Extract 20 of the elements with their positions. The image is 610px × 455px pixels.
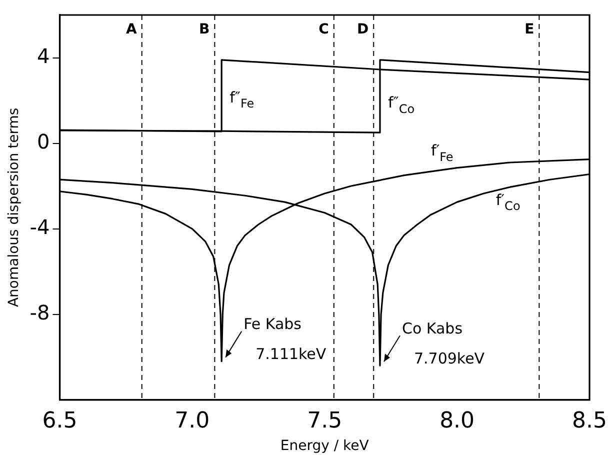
y-tick-label: -4 [30, 214, 50, 239]
annotation: 7.111keV [256, 345, 327, 364]
annotation: 7.709keV [414, 349, 486, 368]
ref-line-label: E [524, 22, 534, 38]
y-tick-label: 0 [37, 129, 50, 154]
annotation: Fe Kabs [244, 315, 302, 334]
ref-line-label: D [357, 22, 369, 38]
x-tick-label: 8.5 [572, 408, 608, 434]
x-axis-title: Energy / keV [280, 438, 370, 454]
ref-line-label: B [199, 22, 210, 38]
x-tick-label: 7.5 [307, 408, 342, 434]
y-tick-label: -8 [30, 300, 50, 324]
y-tick-label: 4 [37, 44, 50, 68]
y-axis-title: Anomalous dispersion terms [6, 108, 22, 308]
x-tick-label: 7.0 [174, 408, 210, 434]
x-tick-label: 6.5 [42, 408, 78, 434]
x-tick-label: 8.0 [440, 408, 475, 434]
annotation: Co Kabs [402, 319, 463, 338]
ref-line-label: A [126, 22, 138, 38]
ref-line-label: C [318, 22, 329, 38]
